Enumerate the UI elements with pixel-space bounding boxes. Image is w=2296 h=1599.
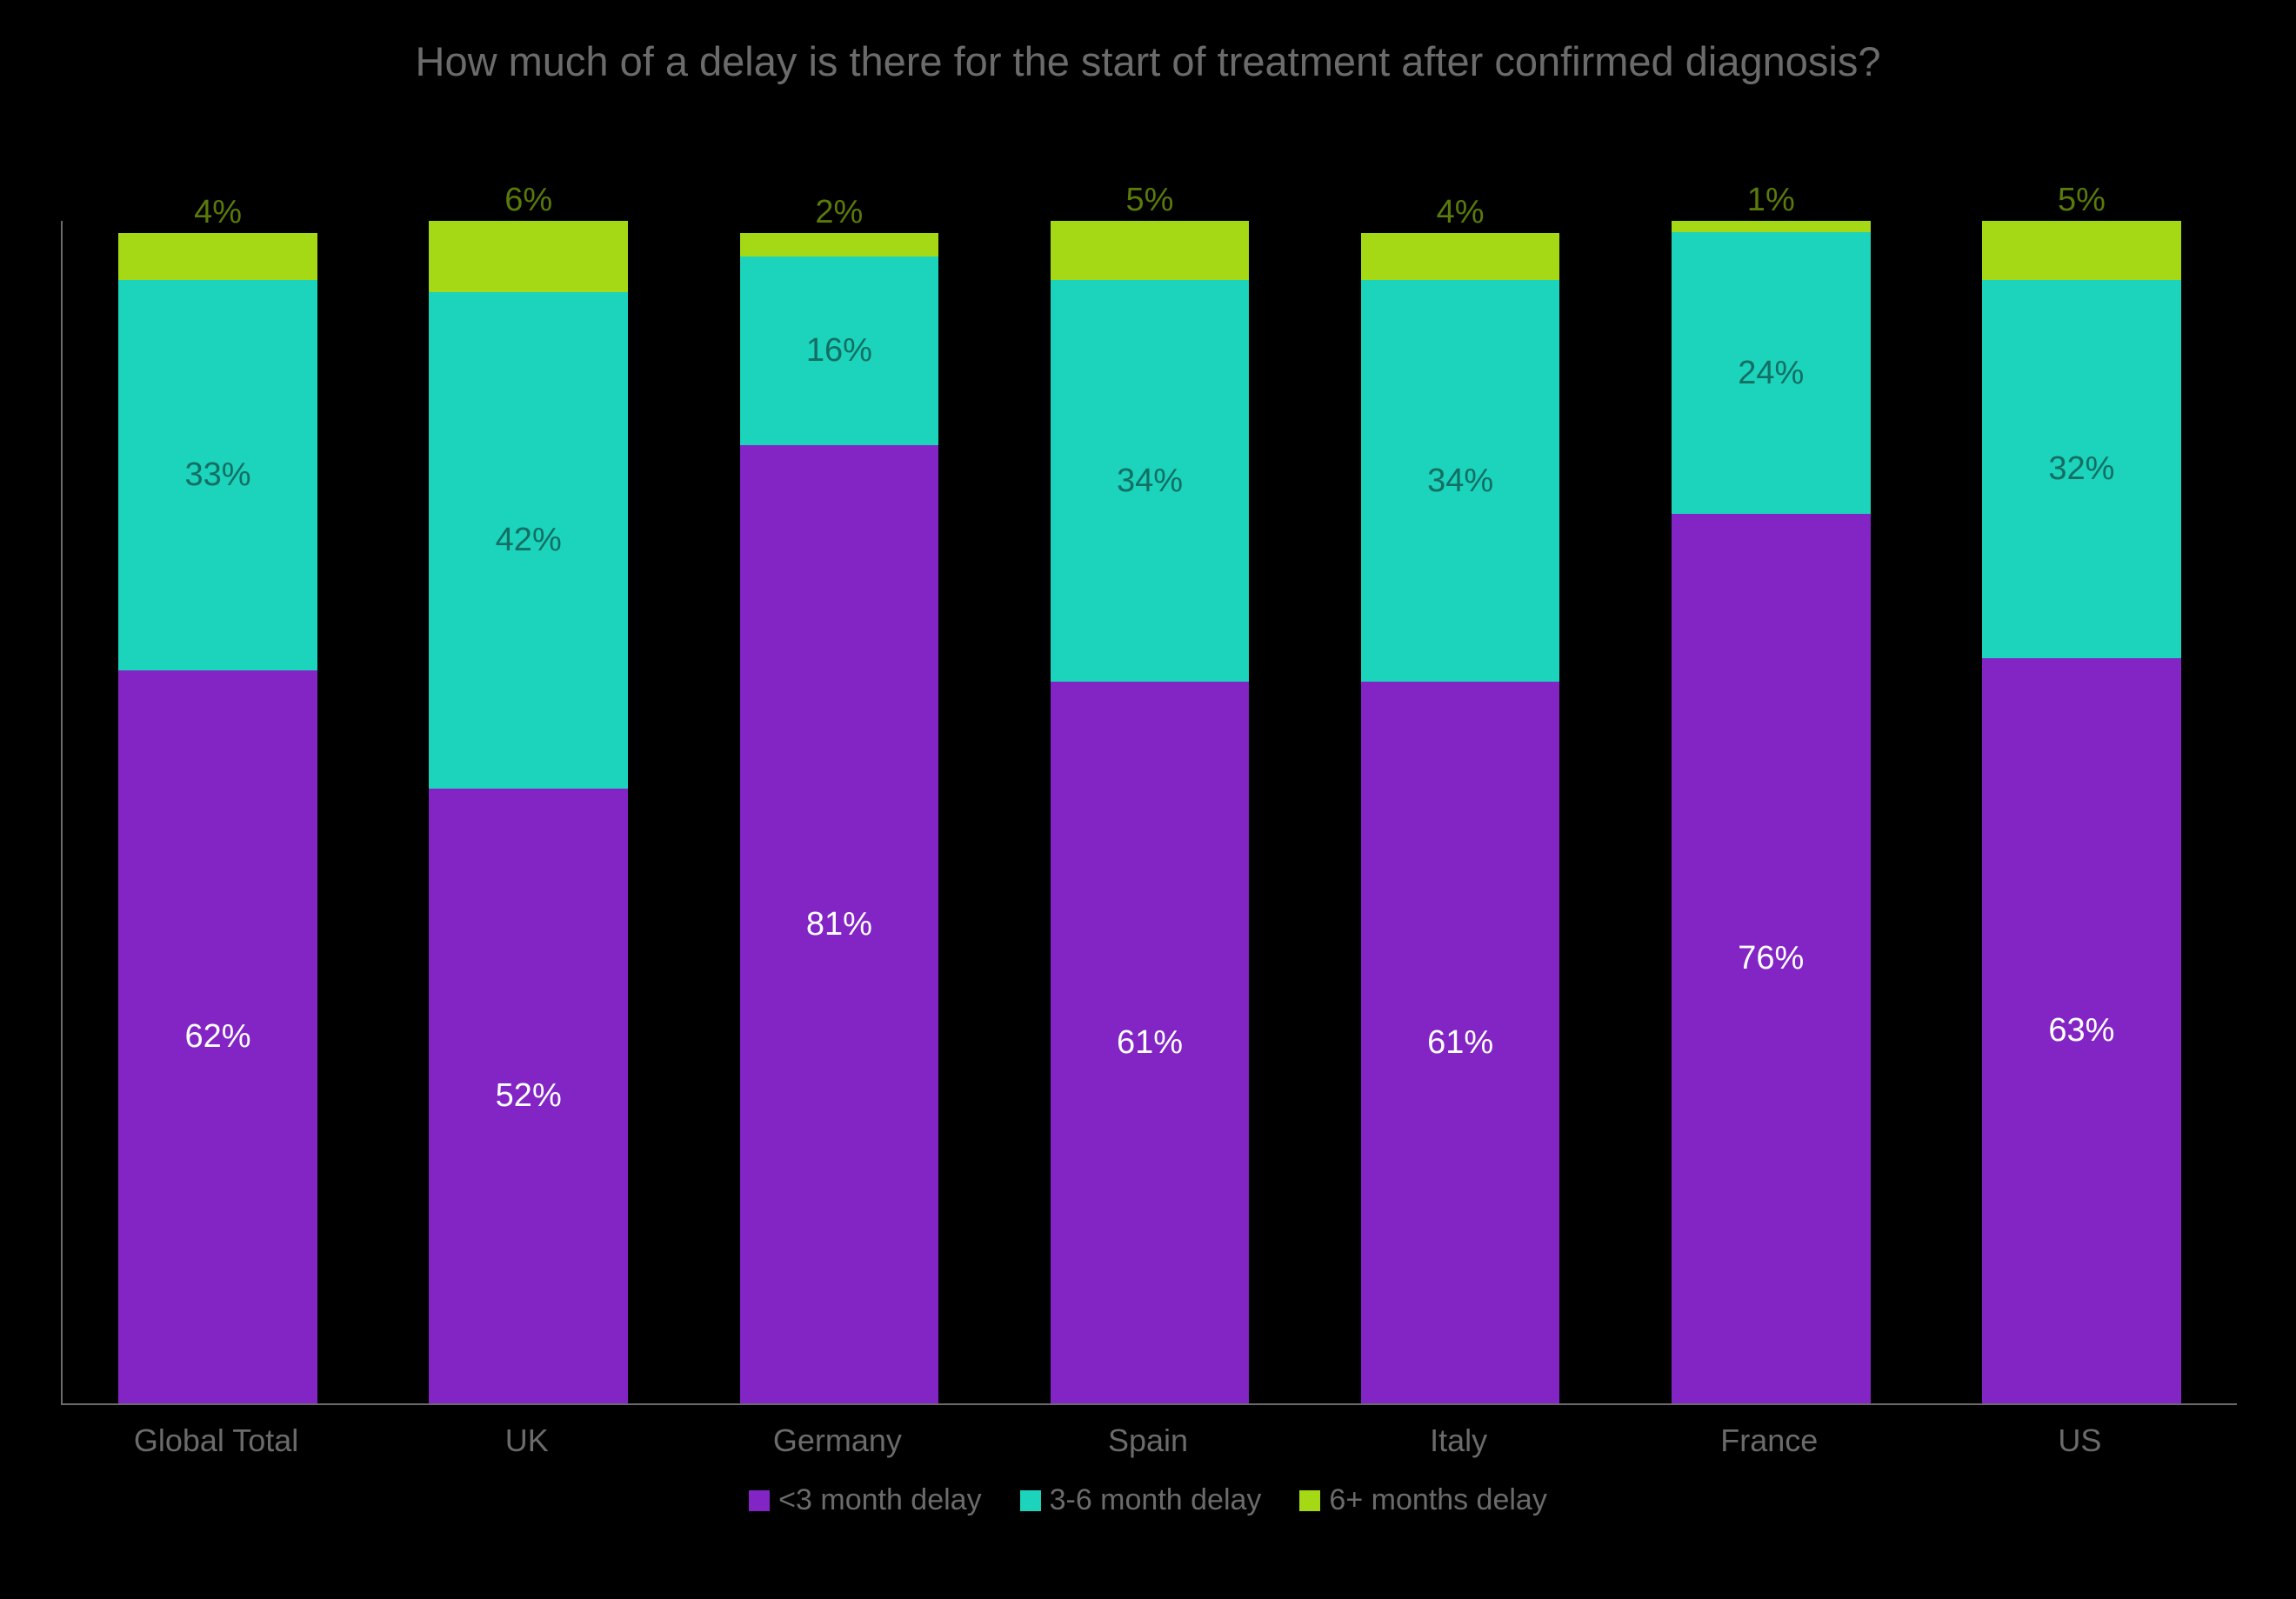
bar-segment-lt3: 61%: [1051, 682, 1250, 1403]
bar-segment-m6p: 5%: [1051, 221, 1250, 280]
x-axis-label: Germany: [682, 1422, 992, 1459]
legend-item: 3-6 month delay: [1020, 1483, 1262, 1517]
segment-value-label: 2%: [815, 194, 863, 233]
segment-value-label: 34%: [1427, 463, 1493, 500]
segment-value-label: 76%: [1738, 940, 1804, 977]
legend-swatch: [1299, 1490, 1320, 1511]
bar-column: 76% 24% 1%: [1672, 221, 1871, 1403]
segment-value-label: 32%: [2048, 450, 2114, 488]
x-axis-label: Global Total: [61, 1422, 371, 1459]
segment-value-label: 5%: [2058, 182, 2106, 221]
bar-column: 52% 42% 6%: [429, 221, 628, 1403]
x-axis: Global TotalUKGermanySpainItalyFranceUS: [61, 1422, 2235, 1459]
bar-segment-m36: 16%: [740, 257, 939, 446]
segment-value-label: 4%: [1437, 194, 1485, 233]
bar-column: 81% 16% 2%: [740, 221, 939, 1403]
segment-value-label: 5%: [1126, 182, 1174, 221]
plot-area: 62% 33% 4% 52% 42% 6% 81% 16% 2% 61% 34% 5% 61% 34% 4%…: [61, 221, 2237, 1405]
bar-segment-m6p: 4%: [1361, 233, 1560, 280]
bar-segment-lt3: 81%: [740, 445, 939, 1403]
segment-value-label: 61%: [1427, 1024, 1493, 1062]
legend-item: <3 month delay: [749, 1483, 981, 1517]
segment-value-label: 4%: [194, 194, 242, 233]
bar-segment-m36: 42%: [429, 292, 628, 789]
bar-segment-m6p: 4%: [118, 233, 317, 280]
bar-segment-m36: 34%: [1051, 280, 1250, 682]
segment-value-label: 33%: [185, 456, 251, 494]
x-axis-label: Spain: [992, 1422, 1303, 1459]
bar-segment-lt3: 52%: [429, 789, 628, 1403]
x-axis-label: France: [1614, 1422, 1925, 1459]
legend: <3 month delay 3-6 month delay 6+ months d…: [61, 1483, 2235, 1517]
segment-value-label: 34%: [1117, 463, 1183, 500]
bar-segment-m6p: 1%: [1672, 221, 1871, 232]
bar-segment-lt3: 76%: [1672, 514, 1871, 1403]
bar-segment-lt3: 63%: [1982, 658, 2181, 1403]
chart-root: How much of a delay is there for the sta…: [0, 0, 2296, 1599]
segment-value-label: 1%: [1747, 182, 1795, 221]
bar-segment-m6p: 6%: [429, 221, 628, 292]
bar-column: 61% 34% 5%: [1051, 221, 1250, 1403]
bar-segment-m6p: 5%: [1982, 221, 2181, 280]
bar-column: 62% 33% 4%: [118, 221, 317, 1403]
segment-value-label: 24%: [1738, 355, 1804, 392]
segment-value-label: 42%: [496, 522, 562, 559]
legend-label: <3 month delay: [778, 1483, 981, 1517]
legend-swatch: [749, 1490, 770, 1511]
bars-container: 62% 33% 4% 52% 42% 6% 81% 16% 2% 61% 34% 5% 61% 34% 4%…: [63, 221, 2237, 1403]
bar-segment-m36: 34%: [1361, 280, 1560, 682]
segment-value-label: 6%: [504, 182, 552, 221]
bar-segment-lt3: 61%: [1361, 682, 1560, 1403]
legend-label: 6+ months delay: [1329, 1483, 1546, 1517]
bar-segment-m36: 33%: [118, 280, 317, 670]
chart-title: How much of a delay is there for the sta…: [276, 0, 2020, 88]
bar-segment-lt3: 62%: [118, 670, 317, 1403]
legend-item: 6+ months delay: [1299, 1483, 1546, 1517]
bar-segment-m36: 24%: [1672, 232, 1871, 513]
legend-label: 3-6 month delay: [1050, 1483, 1262, 1517]
x-axis-label: UK: [371, 1422, 682, 1459]
segment-value-label: 52%: [496, 1077, 562, 1115]
segment-value-label: 62%: [185, 1018, 251, 1056]
segment-value-label: 81%: [806, 906, 872, 943]
bar-column: 61% 34% 4%: [1361, 221, 1560, 1403]
bar-segment-m36: 32%: [1982, 280, 2181, 658]
segment-value-label: 61%: [1117, 1024, 1183, 1062]
segment-value-label: 63%: [2048, 1012, 2114, 1049]
bar-column: 63% 32% 5%: [1982, 221, 2181, 1403]
x-axis-label: Italy: [1304, 1422, 1614, 1459]
bar-segment-m6p: 2%: [740, 233, 939, 257]
legend-swatch: [1020, 1490, 1041, 1511]
segment-value-label: 16%: [806, 332, 872, 370]
x-axis-label: US: [1925, 1422, 2235, 1459]
